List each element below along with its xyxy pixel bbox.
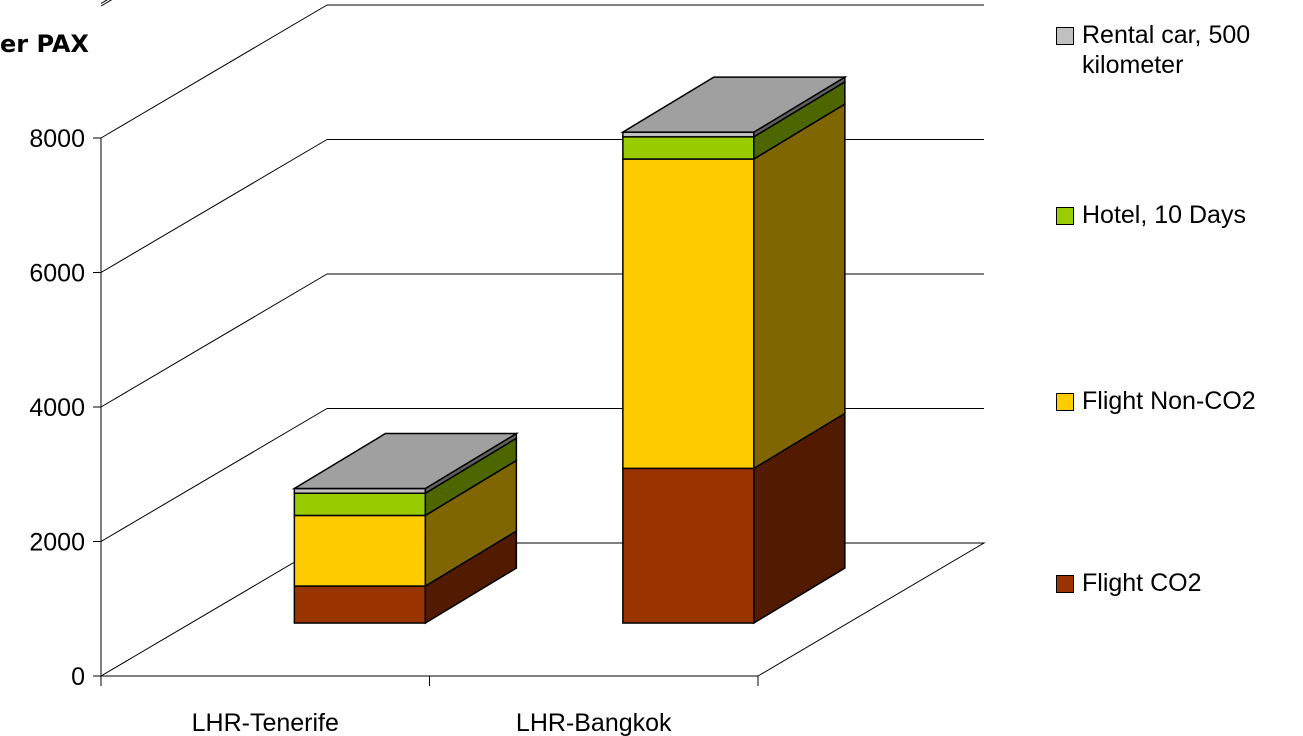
y-tick-label: 8000	[29, 125, 85, 153]
bar-segment-side	[753, 102, 846, 470]
wall-top-edge	[100, 0, 113, 7]
legend-item-flight-non-co2: Flight Non-CO2	[1056, 386, 1303, 416]
chart-walls	[99, 0, 986, 677]
legend-item-flight-co2: Flight CO2	[1056, 568, 1303, 598]
legend: Rental car, 500 kilometer Hotel, 10 Days…	[1056, 0, 1303, 736]
bar-segment-front	[293, 585, 427, 624]
gridline-side-2	[100, 273, 328, 408]
y-tick-label: 6000	[29, 260, 85, 288]
bar-lhr-bangkok	[620, 75, 848, 625]
bars	[291, 75, 848, 625]
y-tick-label: 0	[71, 663, 85, 691]
legend-swatch-rental-car	[1056, 27, 1074, 45]
legend-label-rental-car: Rental car, 500 kilometer	[1082, 21, 1251, 79]
legend-item-rental-car: Rental car, 500 kilometer	[1056, 20, 1303, 80]
gridline-side-1	[100, 408, 328, 542]
legend-label-flight-co2: Flight CO2	[1082, 569, 1202, 597]
bar-top	[291, 432, 520, 490]
gridline-side-4	[100, 4, 328, 139]
axes	[93, 137, 759, 686]
x-tick-label: LHR-Tenerife	[192, 709, 339, 736]
chart-title: er PAX	[0, 30, 89, 58]
legend-label-flight-non-co2: Flight Non-CO2	[1082, 387, 1256, 415]
legend-label-hotel: Hotel, 10 Days	[1082, 201, 1246, 229]
bar-top	[620, 76, 848, 133]
y-tick-label: 2000	[29, 529, 85, 557]
gridlines	[100, 0, 984, 542]
bar-segment-front	[293, 514, 427, 587]
legend-swatch-hotel	[1056, 207, 1074, 225]
legend-item-hotel: Hotel, 10 Days	[1056, 200, 1303, 230]
bar-segment-front	[293, 492, 427, 517]
x-tick-label: LHR-Bangkok	[516, 709, 672, 736]
legend-swatch-flight-non-co2	[1056, 393, 1074, 411]
gridline-side-3	[100, 139, 328, 273]
bar-segment-front	[622, 158, 755, 470]
y-tick-label: 4000	[29, 394, 85, 422]
gridline-side-5	[100, 0, 108, 4]
bar-segment-front	[622, 136, 755, 160]
legend-swatch-flight-co2	[1056, 575, 1074, 593]
tick-labels: 0 2000 4000 6000 8000 LHR-Tenerife LHR-Bangkok	[29, 125, 672, 736]
floor	[99, 542, 986, 677]
bar-segment-front	[622, 467, 755, 624]
bar-lhr-tenerife	[291, 432, 520, 625]
